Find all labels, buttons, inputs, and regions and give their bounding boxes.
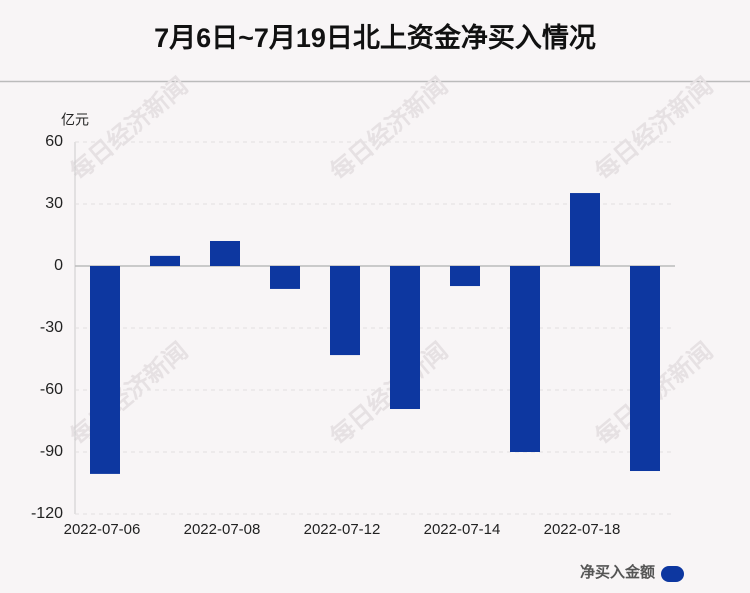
y-tick-label: -30 xyxy=(40,319,63,336)
y-tick-label: 30 xyxy=(45,195,63,212)
x-tick-label: 2022-07-14 xyxy=(424,521,501,538)
bar xyxy=(90,266,120,474)
x-tick-label: 2022-07-18 xyxy=(544,521,621,538)
x-tick-label: 2022-07-06 xyxy=(64,521,141,538)
bar xyxy=(150,255,180,266)
y-tick-label: -60 xyxy=(40,381,63,398)
chart-title: 7月6日~7月19日北上资金净买入情况 xyxy=(154,22,596,53)
bar xyxy=(390,266,420,410)
legend-label: 净买入金额 xyxy=(580,563,655,581)
legend-swatch xyxy=(661,566,684,582)
y-tick-label: 0 xyxy=(54,257,63,274)
x-tick-label: 2022-07-12 xyxy=(304,521,381,538)
bar xyxy=(570,193,600,266)
bar xyxy=(450,266,480,287)
y-tick-label: -120 xyxy=(31,505,63,522)
bar xyxy=(510,266,540,452)
x-tick-label: 2022-07-08 xyxy=(184,521,261,538)
bar xyxy=(630,266,660,472)
y-tick-label: -90 xyxy=(40,443,63,460)
y-tick-label: 60 xyxy=(45,133,63,150)
bar xyxy=(210,240,240,266)
bar xyxy=(270,266,300,289)
y-unit: 亿元 xyxy=(61,112,89,128)
bar xyxy=(330,266,360,356)
